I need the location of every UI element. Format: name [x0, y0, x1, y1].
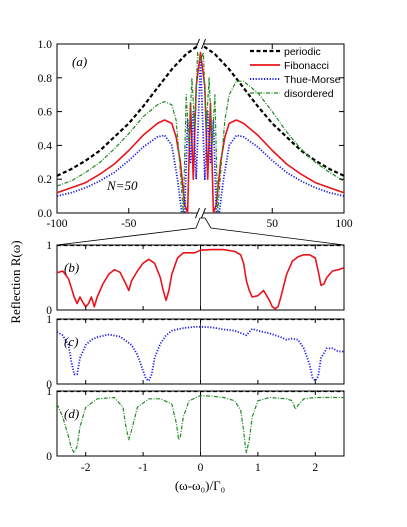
x-tick-label: 100 [335, 218, 353, 230]
panel-b: 0 1 (b) [46, 240, 345, 317]
panel-c-plot-area [57, 319, 344, 384]
x-tick-label: 1 [255, 462, 261, 474]
panel-c-label: (c) [64, 334, 78, 349]
legend-fibonacci-label: Fibonacci [284, 60, 329, 72]
series-fibonacci-line [57, 248, 344, 310]
y-tick-label: 0 [46, 451, 52, 463]
n-annotation: N=50 [106, 178, 138, 193]
axis-break-mark [201, 207, 206, 219]
panel-a: 0.00.20.40.60.81.0-100 -50 50 100 (a) N=50 … [38, 38, 353, 230]
panel-c: 0 1 (c) [46, 314, 345, 391]
legend-thue-morse-label: Thue-Morse [284, 74, 341, 86]
x-axis-label: (ω-ω₀)/Γ₀ [175, 478, 225, 493]
x-tick-label: 0 [198, 462, 204, 474]
y-tick-label: 0.6 [38, 107, 53, 119]
panel-a-plot-area [57, 44, 344, 213]
series-disordered-line [57, 51, 344, 213]
panel-b-label: (b) [64, 260, 79, 275]
panel-a-ticks: 0.0 0.2 0.4 0.6 0.8 1.0 -100 -50 50 100 [38, 38, 353, 230]
y-tick-label: 1.0 [38, 39, 53, 51]
y-tick-label: 1 [46, 386, 52, 398]
y-tick-label: 0.4 [38, 140, 53, 152]
axis-break-gap [197, 208, 204, 218]
y-axis-label: Reflection R(ω) [8, 240, 23, 323]
series-fibonacci-line [57, 51, 344, 213]
axis-break-gap [197, 39, 204, 49]
series-disordered-line [57, 395, 344, 454]
panel-d-label: (d) [64, 406, 79, 421]
panel-b-plot-area [57, 245, 344, 310]
axis-break-mark [195, 207, 200, 219]
series-thue_morse-line [57, 325, 344, 382]
axis-break-mark [195, 38, 200, 50]
x-tick-label: 2 [312, 462, 318, 474]
panel-a-label: (a) [72, 54, 87, 69]
y-tick-label: 0.2 [38, 174, 53, 186]
axis-break-mark [201, 38, 206, 50]
legend: periodic Fibonacci Thue-Morse disordered [250, 46, 341, 100]
y-tick-label: 0 [46, 305, 52, 317]
y-tick-label: 1 [46, 314, 52, 326]
x-tick-label: 50 [267, 218, 279, 230]
legend-periodic-label: periodic [284, 46, 321, 58]
y-tick-label: 0 [46, 379, 52, 391]
panel-d-plot-area [57, 391, 344, 456]
y-tick-label: 0.8 [38, 73, 53, 85]
x-tick-label: -2 [81, 462, 91, 474]
legend-disordered-label: disordered [284, 88, 334, 100]
zoom-connector [56, 217, 345, 246]
panel-d: 0 1 -2 -1 0 1 2 (d) [46, 386, 345, 474]
x-tick-label: -1 [138, 462, 148, 474]
x-tick-label: -100 [46, 218, 67, 230]
x-tick-label: -50 [121, 218, 137, 230]
y-tick-label: 1 [46, 240, 52, 252]
y-tick-label: 0.0 [38, 208, 53, 220]
